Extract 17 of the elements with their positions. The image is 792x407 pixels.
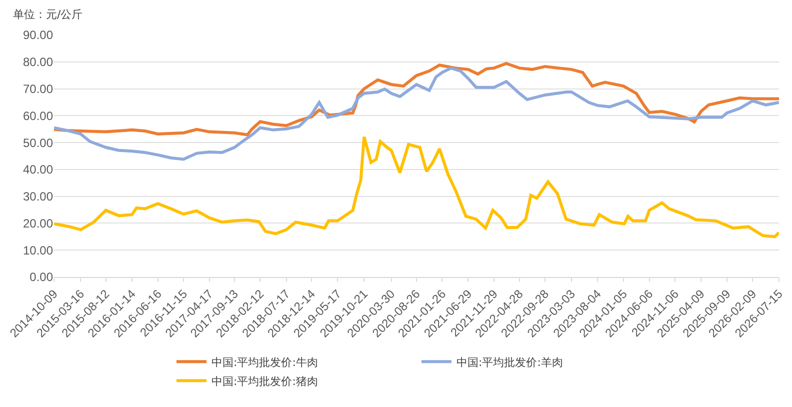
y-tick-label: 90.00: [22, 28, 54, 42]
y-tick-label: 70.00: [22, 82, 54, 96]
legend-label: 中国:平均批发价:羊肉: [456, 356, 563, 369]
line-series: [54, 66, 779, 161]
y-tick-label: 50.00: [22, 136, 54, 150]
y-tick-label: 10.00: [22, 243, 54, 258]
y-tick-label: 30.00: [22, 190, 54, 204]
line-series: [54, 135, 779, 238]
line-series: [54, 62, 779, 136]
y-tick-label: 0.00: [30, 270, 54, 284]
legend-label: 中国:平均批发价:猪肉: [212, 374, 318, 388]
y-tick-label: 40.00: [22, 162, 54, 177]
legend-label: 中国:平均批发价:牛肉: [212, 356, 318, 369]
y-tick-label: 20.00: [22, 216, 54, 230]
y-axis-title: 单位：元/公斤: [13, 8, 83, 21]
y-tick-label: 60.00: [22, 108, 54, 123]
y-tick-label: 80.00: [22, 55, 54, 70]
